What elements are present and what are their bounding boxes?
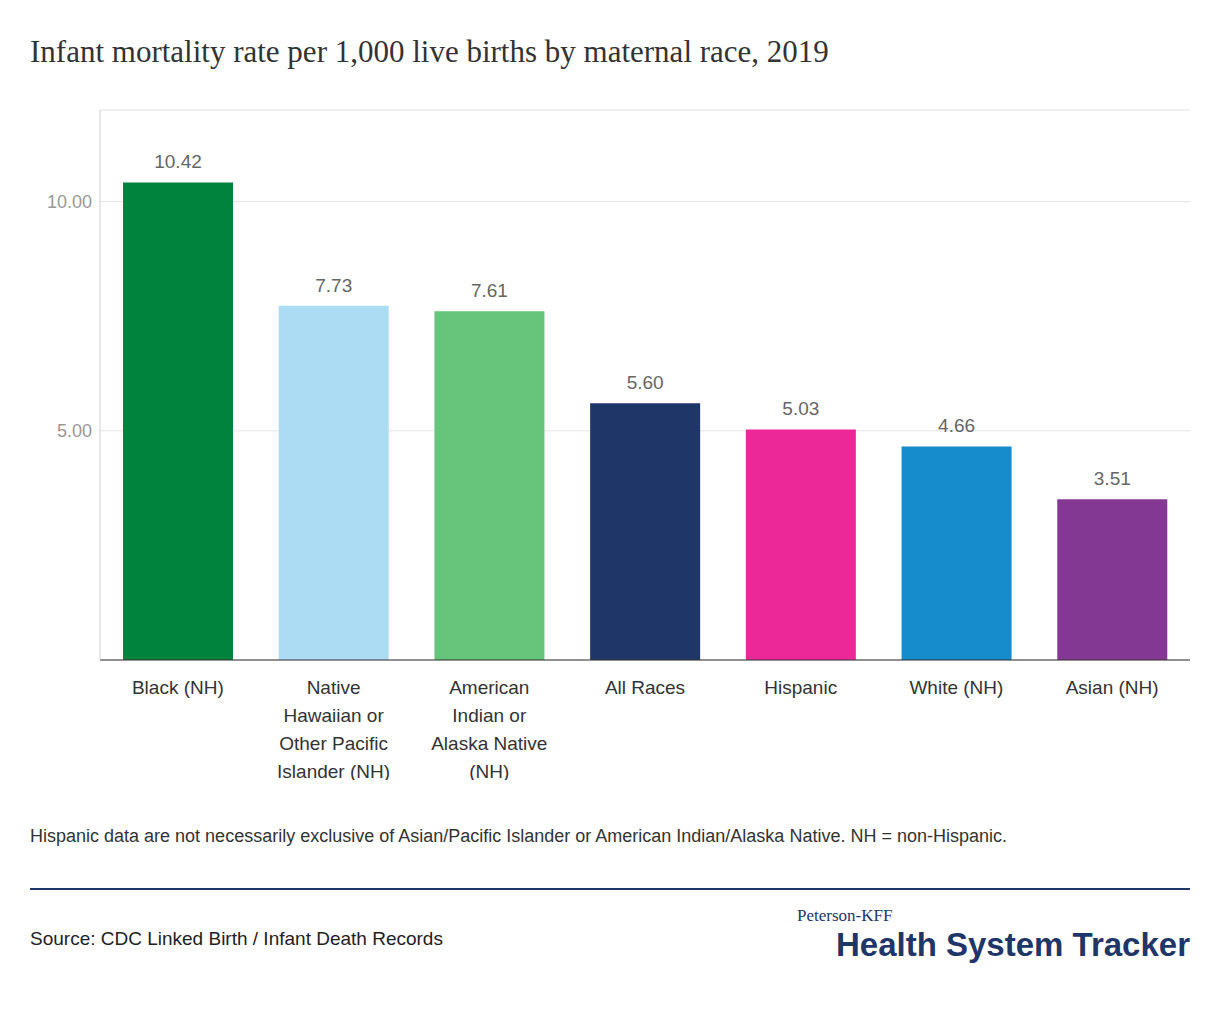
- svg-text:All Races: All Races: [605, 677, 685, 698]
- html-text:Peterson-KFF: Peterson-KFF: [797, 906, 893, 925]
- html-text:Hispanic data are not necessar: Hispanic data are not necessarily exclus…: [30, 826, 1007, 846]
- svg-text:10.42: 10.42: [154, 151, 202, 172]
- svg-text:Asian (NH): Asian (NH): [1066, 677, 1159, 698]
- svg-text:7.61: 7.61: [471, 280, 508, 301]
- svg-text:3.51: 3.51: [1094, 468, 1131, 489]
- html-text:Infant mortality rate per 1,00: Infant mortality rate per 1,000 live bir…: [30, 34, 829, 69]
- svg-text:NativeHawaiian orOther Pacific: NativeHawaiian orOther PacificIslander (…: [277, 677, 390, 780]
- svg-text:AmericanIndian orAlaska Native: AmericanIndian orAlaska Native(NH): [431, 677, 547, 780]
- svg-text:10.00: 10.00: [47, 192, 92, 212]
- svg-text:5.00: 5.00: [57, 421, 92, 441]
- svg-text:Black (NH): Black (NH): [132, 677, 224, 698]
- html-text:Source: CDC Linked Birth / Inf: Source: CDC Linked Birth / Infant Death …: [30, 928, 443, 949]
- html-text:Health System Tracker: Health System Tracker: [836, 926, 1190, 963]
- svg-text:5.03: 5.03: [782, 398, 819, 419]
- svg-text:5.60: 5.60: [627, 372, 664, 393]
- svg-text:White (NH): White (NH): [909, 677, 1003, 698]
- svg-text:Hispanic: Hispanic: [764, 677, 837, 698]
- svg-text:4.66: 4.66: [938, 415, 975, 436]
- svg-text:7.73: 7.73: [315, 275, 352, 296]
